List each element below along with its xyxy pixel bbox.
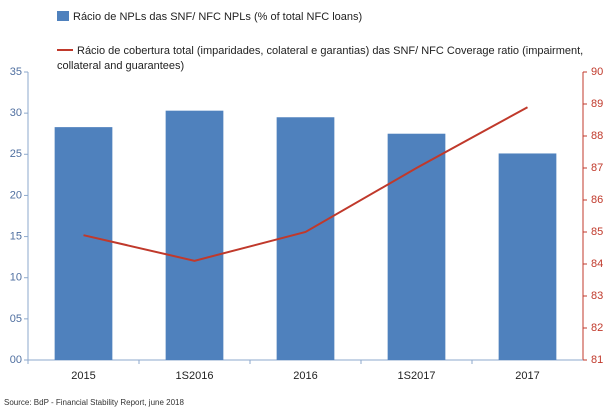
y-tick-label: 15 (10, 230, 22, 242)
y-tick-label: 25 (10, 148, 22, 160)
y2-tick-label: 85 (591, 226, 603, 238)
y2-tick-label: 81 (591, 354, 603, 366)
x-tick-label: 2015 (71, 370, 95, 382)
bar (165, 110, 224, 360)
y2-tick-label: 84 (591, 258, 603, 270)
x-tick-label: 2016 (293, 370, 317, 382)
y-tick-label: 30 (10, 107, 22, 119)
x-tick-label: 1S2016 (176, 370, 214, 382)
bar (387, 133, 446, 360)
y2-tick-label: 88 (591, 130, 603, 142)
y-tick-label: 20 (10, 189, 22, 201)
y2-tick-label: 90 (591, 66, 603, 78)
legend-swatch (57, 49, 73, 51)
legend-swatch (57, 11, 69, 21)
line-series (83, 106, 528, 262)
legend-label: Rácio de NPLs das SNF/ NFC NPLs (% of to… (73, 11, 363, 23)
bar (54, 127, 113, 360)
y-tick-label: 05 (10, 313, 22, 325)
y2-tick-label: 82 (591, 322, 603, 334)
bar (498, 153, 557, 360)
x-tick-label: 2017 (515, 370, 539, 382)
y2-tick-label: 83 (591, 290, 603, 302)
x-tick-label: 1S2017 (398, 370, 436, 382)
y-tick-label: 10 (10, 272, 22, 284)
y2-tick-label: 87 (591, 162, 603, 174)
source: Source: BdP - Financial Stability Report… (4, 398, 184, 407)
legend-label: Rácio de cobertura total (imparidades, c… (57, 45, 584, 72)
bar (276, 117, 335, 360)
legend-bar: Rácio de NPLs das SNF/ NFC NPLs (% of to… (57, 10, 362, 25)
y-tick-label: 00 (10, 354, 22, 366)
y2-tick-label: 86 (591, 194, 603, 206)
y2-tick-label: 89 (591, 98, 603, 110)
y-tick-label: 35 (10, 66, 22, 78)
legend-line: Rácio de cobertura total (imparidades, c… (57, 44, 587, 74)
